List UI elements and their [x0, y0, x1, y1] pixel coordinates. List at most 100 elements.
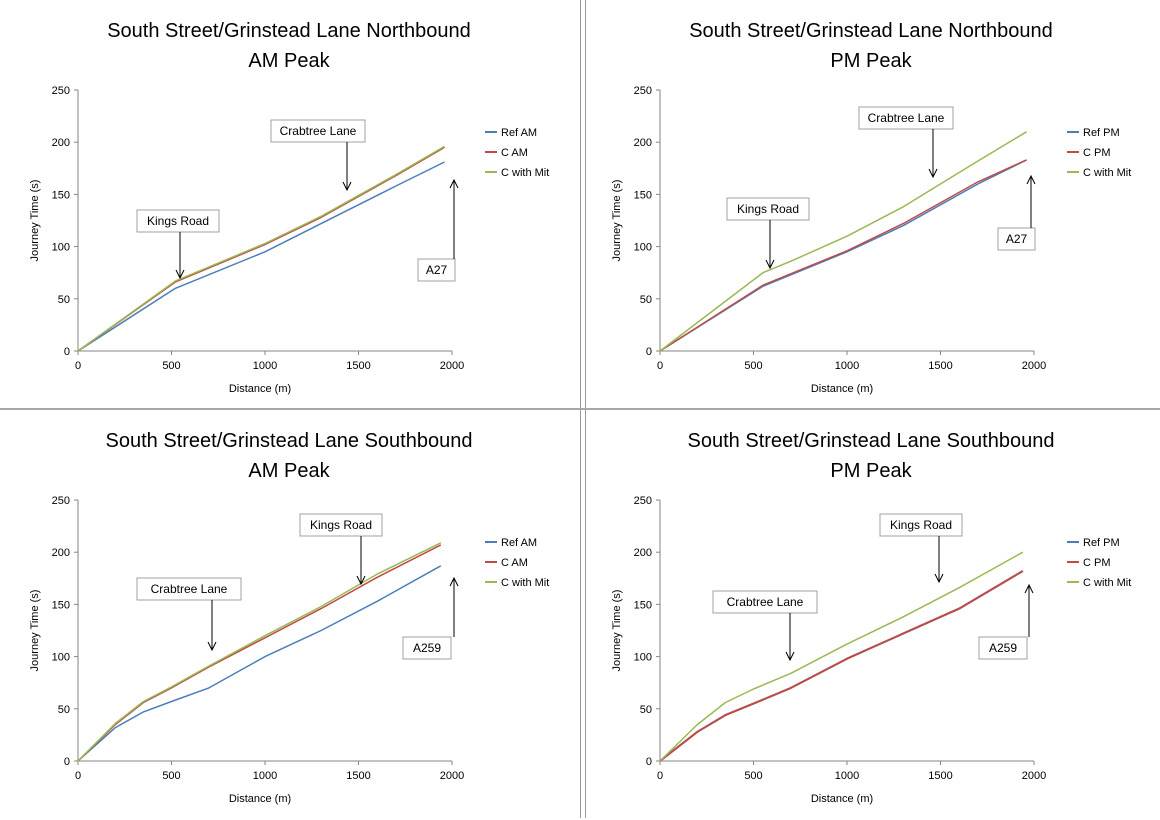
callout-box	[858, 106, 954, 130]
callout-label: Crabtree Lane	[868, 111, 945, 125]
callout-arrow-head	[1024, 583, 1034, 594]
callout-arrow-head	[765, 259, 775, 270]
chart-southbound-am-svg: South Street/Grinstead Lane Southbound AM…	[29, 430, 549, 805]
x-tick-label: 500	[162, 360, 180, 372]
callout-label: A27	[1006, 232, 1028, 246]
y-tick-label: 150	[634, 189, 652, 201]
horizontal-divider	[0, 408, 1160, 410]
callout-label: Kings Road	[310, 518, 372, 532]
callout-box	[270, 119, 366, 143]
x-tick-label: 1000	[253, 360, 277, 372]
x-tick-label: 1500	[928, 770, 952, 782]
legend-entry: Ref PM	[1083, 537, 1120, 549]
y-tick-label: 100	[52, 242, 70, 254]
callout-box	[712, 590, 818, 614]
legend-entry: C AM	[501, 147, 528, 159]
y-tick-label: 200	[52, 137, 70, 149]
x-tick-label: 2000	[1022, 770, 1046, 782]
y-tick-label: 0	[646, 346, 652, 358]
chart-subtitle: PM Peak	[830, 460, 912, 482]
x-tick-label: 1000	[835, 770, 859, 782]
chart-title: South Street/Grinstead Lane Northbound	[107, 20, 471, 42]
callout-label: A27	[426, 263, 448, 277]
x-tick-label: 0	[75, 770, 81, 782]
series-line-ref-pm	[659, 159, 1027, 352]
y-tick-label: 0	[64, 346, 70, 358]
y-tick-label: 50	[640, 704, 652, 716]
callout-label: Kings Road	[147, 214, 209, 228]
chart-subtitle: PM Peak	[830, 50, 912, 72]
callout-arrow-head	[449, 178, 459, 189]
legend-entry: C with Mit	[1083, 167, 1131, 179]
x-tick-label: 0	[657, 360, 663, 372]
callout-box	[726, 197, 810, 221]
x-tick-label: 1000	[835, 360, 859, 372]
y-tick-label: 100	[634, 242, 652, 254]
chart-subtitle: AM Peak	[248, 460, 330, 482]
legend-entry: C AM	[501, 557, 528, 569]
y-tick-label: 150	[52, 189, 70, 201]
y-tick-label: 100	[52, 652, 70, 664]
chart-title: South Street/Grinstead Lane Southbound	[688, 430, 1055, 452]
y-tick-label: 50	[58, 704, 70, 716]
callout-box	[417, 258, 456, 282]
legend-entry: Ref PM	[1083, 127, 1120, 139]
y-tick-label: 0	[646, 756, 652, 768]
x-axis-label: Distance (m)	[811, 793, 873, 805]
y-axis-label: Journey Time (s)	[611, 590, 623, 672]
y-tick-label: 50	[58, 294, 70, 306]
series-line-c-pm	[659, 159, 1027, 352]
chart-northbound-am: South Street/Grinstead Lane Northbound AM…	[0, 0, 578, 405]
callout-arrow-head	[207, 641, 217, 652]
x-tick-label: 500	[162, 770, 180, 782]
chart-southbound-am: South Street/Grinstead Lane Southbound AM…	[0, 410, 578, 815]
chart-northbound-pm: South Street/Grinstead Lane Northbound PM…	[582, 0, 1160, 405]
x-axis-label: Distance (m)	[229, 793, 291, 805]
y-tick-label: 250	[52, 85, 70, 97]
x-axis-label: Distance (m)	[811, 383, 873, 395]
y-tick-label: 150	[52, 599, 70, 611]
legend-entry: C PM	[1083, 147, 1111, 159]
y-tick-label: 250	[52, 495, 70, 507]
x-tick-label: 2000	[440, 770, 464, 782]
callout-arrow-head	[356, 575, 366, 586]
x-tick-label: 0	[75, 360, 81, 372]
y-axis-label: Journey Time (s)	[611, 180, 623, 262]
callout-box	[879, 513, 963, 537]
callout-arrow-head	[342, 181, 352, 192]
y-axis-label: Journey Time (s)	[29, 590, 41, 672]
callout-label: A259	[413, 641, 441, 655]
series-line-c-with-mit	[659, 131, 1027, 352]
chart-southbound-pm-svg: South Street/Grinstead Lane Southbound PM…	[611, 430, 1131, 805]
chart-title: South Street/Grinstead Lane Southbound	[106, 430, 473, 452]
legend-entry: C PM	[1083, 557, 1111, 569]
callout-box	[978, 636, 1028, 660]
callout-label: Kings Road	[890, 518, 952, 532]
x-tick-label: 2000	[440, 360, 464, 372]
x-tick-label: 1000	[253, 770, 277, 782]
legend-entry: C with Mit	[501, 167, 549, 179]
chart-southbound-pm: South Street/Grinstead Lane Southbound PM…	[582, 410, 1160, 815]
x-tick-label: 1500	[346, 770, 370, 782]
callout-arrow-head	[934, 573, 944, 584]
chart-title: South Street/Grinstead Lane Northbound	[689, 20, 1053, 42]
y-tick-label: 0	[64, 756, 70, 768]
callout-box	[997, 227, 1036, 251]
x-tick-label: 500	[744, 770, 762, 782]
y-tick-label: 50	[640, 294, 652, 306]
legend-entry: C with Mit	[501, 577, 549, 589]
y-tick-label: 200	[634, 137, 652, 149]
chart-northbound-am-svg: South Street/Grinstead Lane Northbound AM…	[29, 20, 549, 395]
callout-label: Crabtree Lane	[151, 582, 228, 596]
chart-northbound-pm-svg: South Street/Grinstead Lane Northbound PM…	[611, 20, 1131, 395]
callout-box	[136, 577, 242, 601]
y-tick-label: 150	[634, 599, 652, 611]
legend-entry: C with Mit	[1083, 577, 1131, 589]
y-tick-label: 200	[634, 547, 652, 559]
series-line-ref-am	[77, 565, 442, 762]
callout-arrow-head	[449, 576, 459, 587]
x-tick-label: 1500	[346, 360, 370, 372]
x-axis-label: Distance (m)	[229, 383, 291, 395]
x-tick-label: 1500	[928, 360, 952, 372]
